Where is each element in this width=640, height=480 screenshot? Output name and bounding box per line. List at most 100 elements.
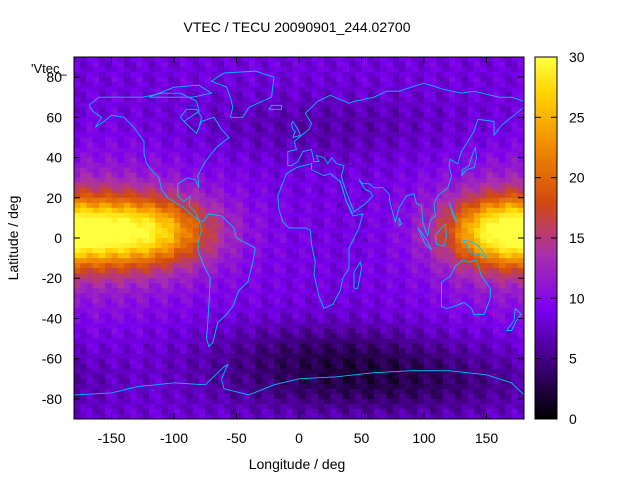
heatmap-cell: [480, 313, 488, 320]
heatmap-cell: [511, 132, 519, 139]
heatmap-cell: [124, 308, 131, 315]
heatmap-cell: [267, 368, 275, 375]
heatmap-cell: [242, 398, 250, 405]
heatmap-cell: [274, 77, 281, 83]
heatmap-cell: [317, 77, 325, 83]
heatmap-cell: [199, 82, 206, 88]
heatmap-cell: [174, 127, 181, 134]
heatmap-cell: [461, 72, 469, 78]
heatmap-cell: [111, 253, 119, 259]
heatmap-cell: [442, 207, 450, 214]
heatmap-cell: [355, 147, 363, 154]
heatmap-cell: [105, 373, 113, 380]
heatmap-cell: [436, 323, 444, 330]
heatmap-cell: [492, 202, 500, 209]
heatmap-cell: [480, 107, 488, 113]
heatmap-cell: [367, 353, 375, 360]
heatmap-cell: [124, 112, 131, 118]
heatmap-cell: [399, 62, 406, 68]
heatmap-cell: [255, 353, 263, 360]
heatmap-cell: [274, 82, 281, 88]
heatmap-cell: [430, 107, 438, 113]
heatmap-cell: [442, 258, 450, 264]
heatmap-cell: [142, 192, 150, 199]
heatmap-cell: [174, 293, 181, 299]
heatmap-cell: [167, 283, 175, 289]
heatmap-cell: [392, 288, 400, 294]
heatmap-cell: [311, 207, 319, 214]
heatmap-cell: [92, 117, 100, 123]
heatmap-cell: [224, 303, 231, 309]
heatmap-cell: [342, 202, 350, 209]
heatmap-cell: [255, 388, 263, 395]
heatmap-cell: [255, 358, 263, 365]
heatmap-cell: [99, 227, 106, 234]
heatmap-cell: [317, 207, 325, 214]
heatmap-cell: [242, 107, 250, 113]
heatmap-cell: [86, 238, 94, 244]
heatmap-cell: [255, 268, 263, 274]
heatmap-cell: [411, 57, 419, 63]
heatmap-cell: [299, 157, 306, 164]
heatmap-cell: [117, 303, 125, 309]
heatmap-cell: [86, 318, 94, 325]
heatmap-cell: [205, 232, 213, 239]
heatmap-cell: [167, 398, 175, 405]
heatmap-cell: [192, 318, 200, 325]
heatmap-cell: [361, 197, 369, 204]
heatmap-cell: [261, 177, 269, 184]
heatmap-cell: [161, 102, 169, 108]
heatmap-cell: [230, 378, 238, 385]
heatmap-cell: [311, 353, 319, 360]
heatmap-cell: [299, 318, 306, 325]
heatmap-cell: [380, 283, 388, 289]
heatmap-cell: [336, 152, 344, 159]
heatmap-cell: [267, 132, 275, 139]
heatmap-cell: [449, 222, 456, 229]
heatmap-cell: [211, 217, 219, 224]
heatmap-cell: [311, 57, 319, 63]
heatmap-cell: [211, 318, 219, 325]
heatmap-cell: [492, 328, 500, 335]
heatmap-cell: [386, 77, 394, 83]
heatmap-cell: [199, 97, 206, 103]
heatmap-cell: [511, 393, 519, 400]
heatmap-cell: [505, 132, 513, 139]
heatmap-cell: [349, 378, 356, 385]
heatmap-cell: [380, 248, 388, 254]
heatmap-cell: [492, 318, 500, 325]
heatmap-cell: [117, 172, 125, 179]
heatmap-cell: [142, 353, 150, 360]
heatmap-cell: [355, 192, 363, 199]
heatmap-cell: [155, 182, 163, 189]
heatmap-cell: [142, 152, 150, 159]
heatmap-cell: [155, 298, 163, 304]
heatmap-cell: [386, 187, 394, 194]
heatmap-cell: [105, 388, 113, 395]
heatmap-cell: [230, 268, 238, 274]
heatmap-cell: [99, 373, 106, 380]
heatmap-cell: [505, 258, 513, 264]
heatmap-cell: [499, 97, 506, 103]
heatmap-cell: [249, 253, 256, 259]
heatmap-cell: [480, 248, 488, 254]
heatmap-cell: [324, 288, 331, 294]
heatmap-cell: [311, 388, 319, 395]
heatmap-cell: [180, 383, 188, 390]
heatmap-cell: [305, 298, 313, 304]
heatmap-cell: [267, 197, 275, 204]
heatmap-cell: [105, 273, 113, 279]
heatmap-cell: [511, 222, 519, 229]
heatmap-cell: [255, 393, 263, 400]
heatmap-cell: [367, 192, 375, 199]
heatmap-cell: [205, 162, 213, 169]
heatmap-cell: [449, 248, 456, 254]
heatmap-cell: [74, 293, 81, 299]
heatmap-cell: [355, 102, 363, 108]
heatmap-cell: [461, 117, 469, 123]
heatmap-cell: [305, 72, 313, 78]
heatmap-cell: [311, 92, 319, 98]
heatmap-cell: [155, 278, 163, 284]
heatmap-cell: [105, 398, 113, 405]
heatmap-cell: [417, 167, 425, 174]
